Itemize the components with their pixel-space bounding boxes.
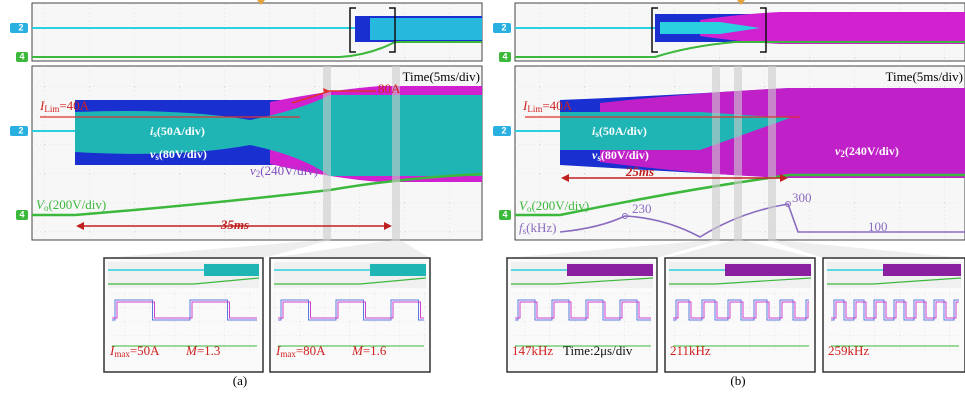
- channel-label: 4: [19, 209, 24, 219]
- trace-burst: [567, 264, 653, 276]
- inset-label: M=1.6: [351, 343, 387, 358]
- inset-label: 211kHz: [670, 343, 711, 358]
- subscript: max: [114, 349, 130, 359]
- peak-label: 80A: [378, 81, 401, 96]
- inset-label: 259kHz: [828, 343, 869, 358]
- inset-label: 147kHz: [512, 343, 553, 358]
- channel-label: 2: [18, 22, 23, 32]
- trace-burst: [883, 264, 961, 276]
- vs-label: vs(80V/div): [592, 148, 649, 163]
- fs-value: 230: [632, 201, 652, 216]
- caption: (a): [233, 373, 247, 388]
- channel-label: 4: [502, 51, 507, 61]
- caption: (b): [730, 373, 745, 388]
- value: =50A: [130, 343, 160, 358]
- duration-label: 25ms: [625, 164, 654, 179]
- value: =1.3: [197, 343, 221, 358]
- v2-label: v2(240V/div): [250, 163, 318, 179]
- trace-burst: [370, 264, 426, 276]
- fs-value: 100: [868, 219, 888, 234]
- time-scale: Time(5ms/div): [402, 69, 480, 84]
- subscript: max: [280, 349, 296, 359]
- inset-label: M=1.3: [185, 343, 220, 358]
- vs-label: vs(80V/div): [150, 147, 207, 162]
- trace-burst: [204, 264, 259, 276]
- zoom-band: [712, 66, 720, 240]
- inset-time-scale: Time:2μs/div: [563, 343, 633, 358]
- channel-label: 4: [19, 51, 24, 61]
- fs-value: 300: [792, 190, 812, 205]
- figure: 2 4 2 4 Time(5ms/div) ILim=40A 80A is(50…: [0, 0, 965, 394]
- zoom-band: [734, 66, 742, 240]
- value: =80A: [296, 343, 326, 358]
- channel-label: 4: [502, 209, 507, 219]
- time-scale: Time(5ms/div): [885, 69, 963, 84]
- channel-label: 2: [18, 125, 23, 135]
- channel-label: 2: [501, 22, 506, 32]
- trace-burst: [725, 264, 811, 276]
- value: =1.6: [363, 343, 387, 358]
- is-label: is(50A/div): [592, 124, 647, 139]
- is-label: is(50A/div): [150, 124, 205, 139]
- zoom-band: [768, 66, 776, 240]
- channel-label: 2: [501, 125, 506, 135]
- trace-burst: [370, 18, 482, 40]
- v2-label: v2(240V/div): [835, 144, 899, 159]
